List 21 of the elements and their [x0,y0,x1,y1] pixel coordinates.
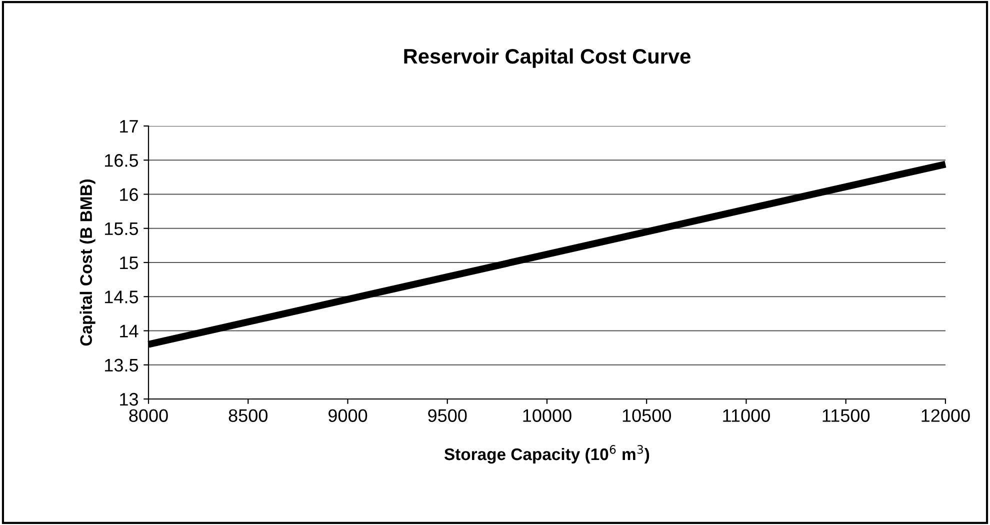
x-tick-label: 10500 [622,409,671,422]
y-tick-label: 15 [120,256,138,270]
y-tick-label: 16.5 [105,154,138,167]
y-axis-title: Capital Cost (B BMB) [80,180,96,346]
x-tick-label: 8000 [129,409,168,422]
chart-title: Reservoir Capital Cost Curve [404,48,690,68]
y-tick-label: 17 [120,120,138,133]
x-tick-label: 12000 [922,409,970,422]
y-tick-label: 13.5 [105,358,138,372]
x-tick-label: 10000 [523,409,572,422]
x-tick-label: 9500 [428,409,467,422]
x-tick-label: 9000 [328,409,368,422]
y-tick-label: 15.5 [105,222,138,236]
x-axis-title: Storage Capacity (10$^{6}$ m$^{3}$) [444,445,650,464]
y-tick-label: 14 [120,324,138,338]
x-tick-label: 11500 [822,409,870,422]
y-tick-label: 16 [120,188,138,201]
x-tick-label: 11000 [723,409,770,422]
y-tick-label: 14.5 [105,290,138,304]
x-tick-label: 8500 [228,409,268,422]
y-tick-label: 13 [120,392,138,406]
